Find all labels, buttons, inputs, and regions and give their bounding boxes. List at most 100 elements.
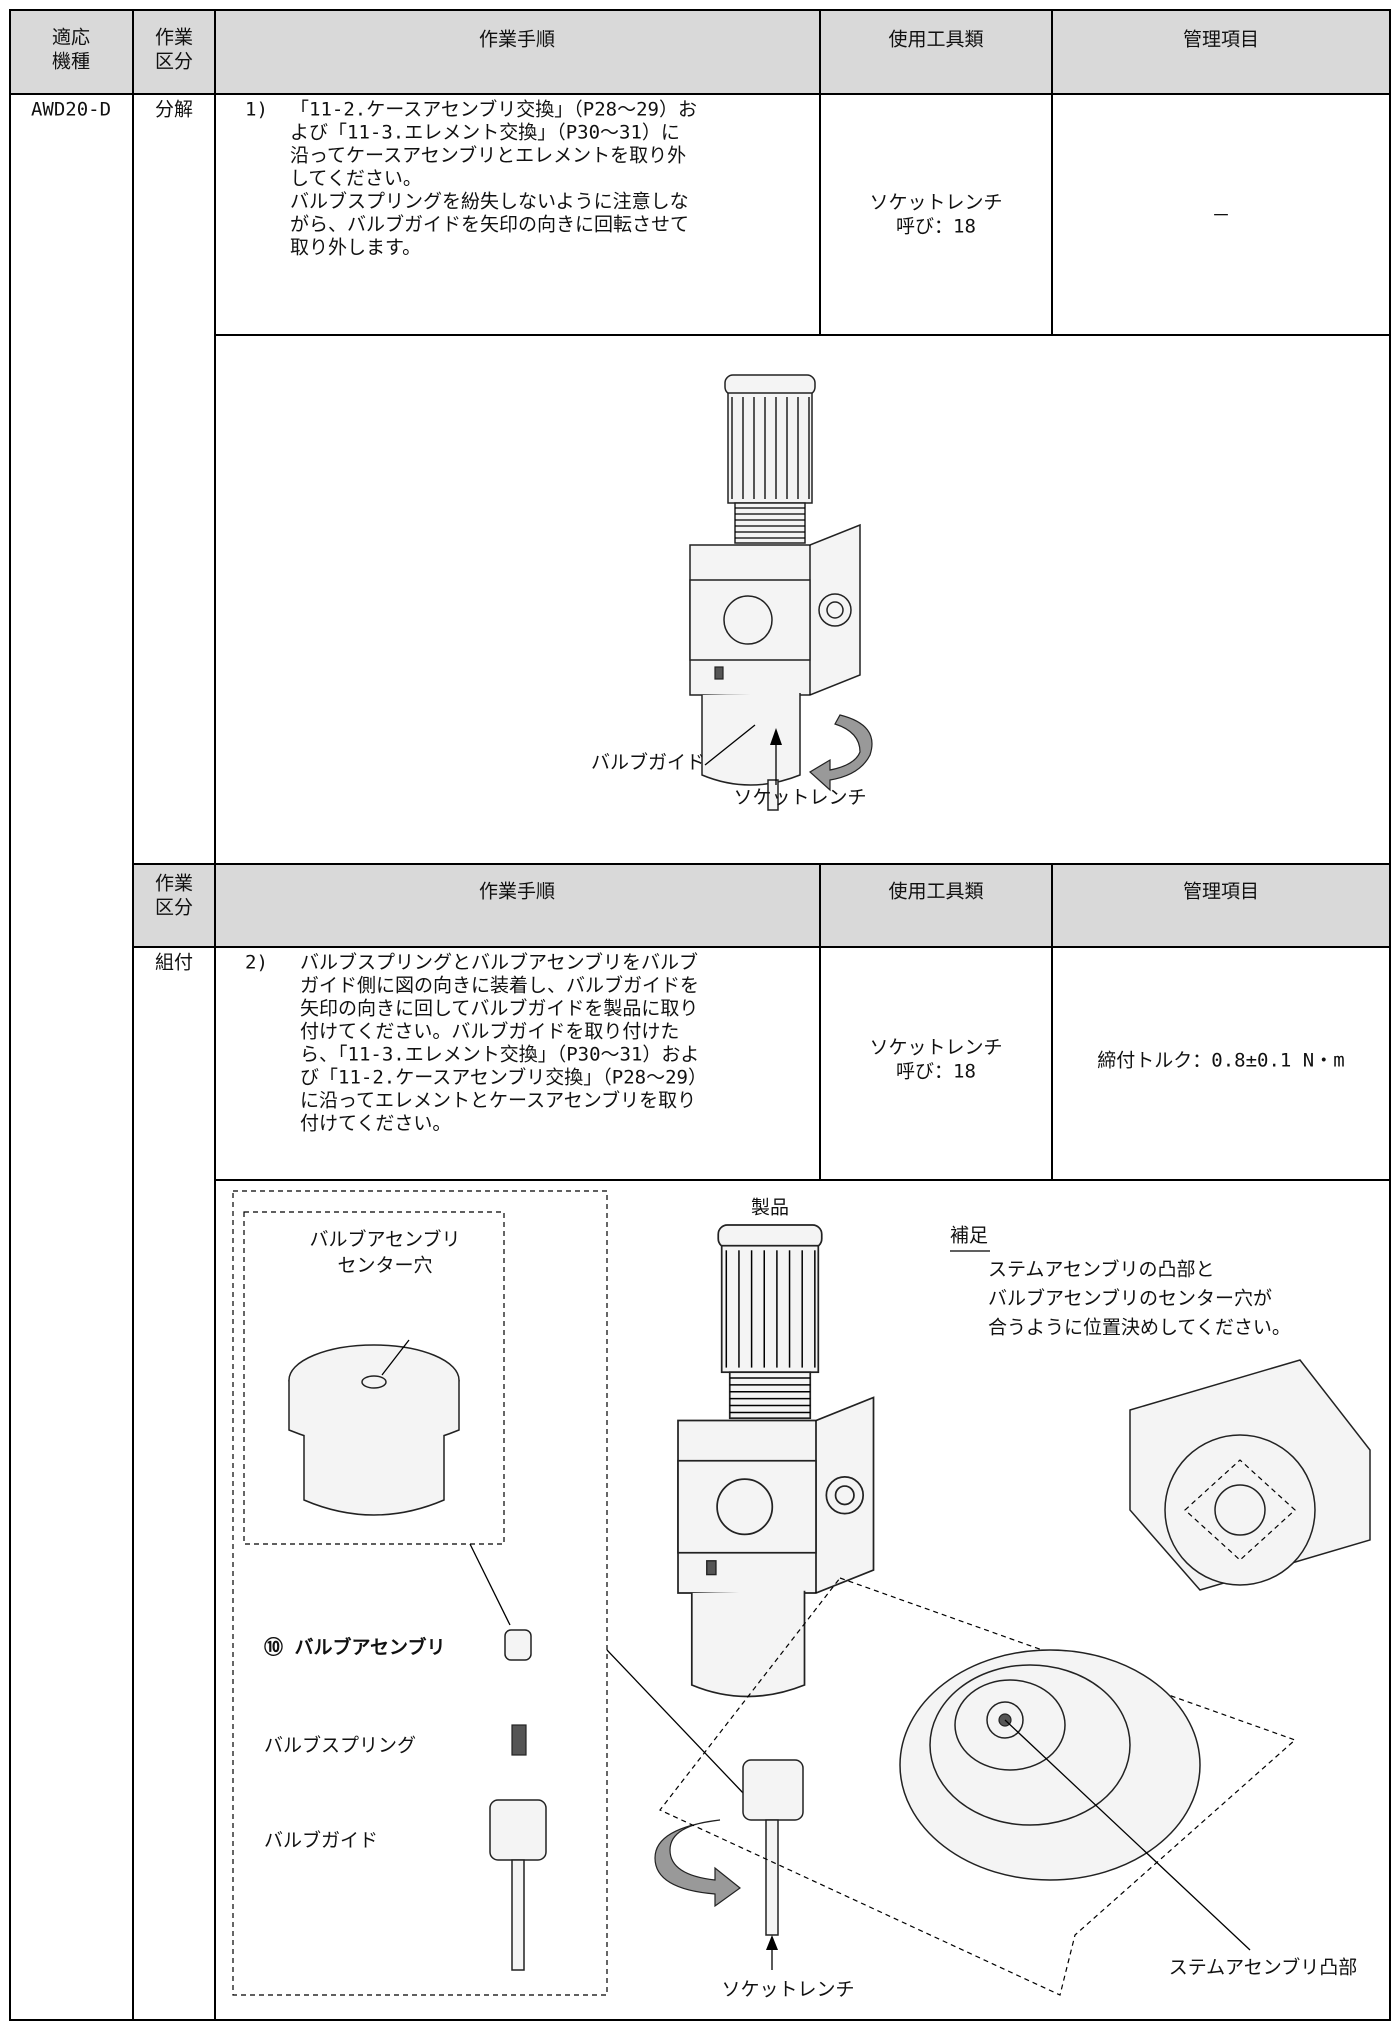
arrowhead: [766, 1935, 778, 1950]
zoom-view: [899, 1649, 1201, 1881]
step-text: 「11-2.ケースアセンブリ交換」（P28～29）お: [290, 98, 697, 121]
header-cell: 区分: [155, 897, 193, 919]
header-cell: 使用工具類: [888, 29, 983, 51]
valve-guide-stem: [767, 779, 779, 811]
guide-head: [742, 1759, 804, 1821]
shape: [701, 693, 801, 786]
shape: [1184, 1459, 1296, 1561]
step-number: 1): [245, 99, 268, 121]
shape: [734, 502, 806, 544]
header-cell: 使用工具類: [888, 881, 983, 903]
rotation-arrow: [808, 714, 873, 792]
table-grid: [9, 9, 1391, 2021]
step-text: に沿ってエレメントとケースアセンブリを取り: [300, 1089, 696, 1112]
tools: 呼び：18: [896, 1061, 976, 1083]
step-text: バルブスプリングを紛失しないように注意しな: [290, 190, 689, 213]
note-text: 合うように位置決めしてください。: [988, 1317, 1291, 1339]
part-label: バルブスプリング: [264, 1734, 416, 1757]
dashed-box: [243, 1211, 505, 1545]
part-spring: [511, 1724, 527, 1756]
step-text: 矢印の向きに回してバルブガイドを製品に取り: [300, 997, 698, 1020]
dashed-box: [232, 1190, 608, 1996]
step-text: 沿ってケースアセンブリとエレメントを取り外: [290, 144, 686, 167]
control: －: [1211, 205, 1230, 227]
header-cell: 適応: [52, 27, 90, 49]
figure-label: 製品: [751, 1197, 789, 1219]
part-valve-assembly: [504, 1629, 532, 1661]
valve-assembly: [288, 1339, 460, 1516]
shape: [714, 666, 724, 680]
figure-label: ソケットレンチ: [733, 787, 866, 809]
shape: [826, 601, 844, 619]
shape: [717, 1224, 823, 1249]
note-title: 補足: [950, 1225, 988, 1247]
header-cell: 管理項目: [1183, 29, 1259, 51]
control: 締付トルク：0.8±0.1 N・m: [1097, 1050, 1344, 1072]
header-bg: [10, 10, 1390, 94]
shape: [728, 1371, 812, 1420]
step-text: ら、「11-3.エレメント交換」（P30～31）およ: [300, 1044, 699, 1066]
step-text: び「11-2.ケースアセンブリ交換」（P28～29）: [300, 1066, 707, 1089]
part-guide-head: [489, 1799, 547, 1861]
header-cell: 作業手順: [479, 29, 555, 51]
shape: [303, 1435, 445, 1516]
shape: [723, 595, 773, 645]
step-text: 付けてください。: [300, 1113, 451, 1135]
step-text: 取り外します。: [290, 237, 421, 259]
illustrations: [232, 374, 1371, 1996]
shape: [834, 1485, 855, 1506]
guide-stem: [765, 1819, 779, 1936]
leader: [1004, 1719, 1251, 1951]
category: 分解: [155, 99, 193, 121]
shape: [1214, 1484, 1266, 1536]
header-cell: 作業: [155, 27, 193, 49]
note-text: バルブアセンブリのセンター穴が: [988, 1287, 1272, 1310]
figure-label: ステムアセンブリ凸部: [1169, 1956, 1357, 1979]
shape: [361, 1375, 387, 1389]
leader: [704, 724, 756, 766]
product-drawing: [677, 1224, 875, 1698]
shape: [724, 374, 816, 396]
shape: [727, 392, 813, 504]
bottom-view: [1129, 1359, 1371, 1591]
part-label: ⑩ バルブアセンブリ: [264, 1636, 446, 1659]
leader: [606, 1649, 746, 1796]
shape: [716, 1478, 774, 1536]
category: 組付: [155, 952, 193, 974]
step-number: 2): [245, 952, 268, 974]
arrowhead: [770, 728, 782, 745]
step-text: ガイド側に図の向きに装着し、バルブガイドを: [300, 974, 699, 997]
tools: ソケットレンチ: [869, 1037, 1002, 1059]
step-text: 付けてください。バルブガイドを取り付けた: [300, 1020, 679, 1043]
header-cell: 機種: [52, 51, 90, 73]
step-text: よび「11-3.エレメント交換」（P30～31）に: [290, 122, 680, 144]
step-text: がら、バルブガイドを矢印の向きに回転させて: [290, 213, 689, 236]
header-cell: 作業: [155, 873, 193, 895]
note-text: ステムアセンブリの凸部と: [988, 1258, 1214, 1281]
product-drawing: [689, 374, 861, 786]
leader: [469, 1543, 511, 1626]
part-guide-stem: [511, 1859, 525, 1971]
part-label: バルブガイド: [264, 1829, 378, 1852]
step-text: バルブスプリングとバルブアセンブリをバルブ: [300, 951, 698, 974]
header-cell: 管理項目: [1183, 881, 1259, 903]
step-text: してください。: [290, 168, 422, 190]
model: AWD20-D: [31, 99, 111, 121]
figure-label: ソケットレンチ: [721, 1979, 854, 2001]
shape: [690, 1590, 806, 1698]
arrow: [381, 1339, 410, 1376]
tools: 呼び：18: [896, 216, 976, 238]
header-cell: 区分: [155, 51, 193, 73]
tools: ソケットレンチ: [869, 192, 1002, 214]
header-cell: 作業手順: [479, 881, 555, 903]
figure-label: バルブアセンブリ: [309, 1228, 460, 1251]
rotation-arrow: [654, 1819, 741, 1908]
figure-label: センター穴: [337, 1255, 432, 1277]
subheader-bg: [133, 864, 1390, 947]
shape: [720, 1244, 820, 1374]
shape: [706, 1560, 717, 1576]
figure-label: バルブガイド: [591, 751, 705, 774]
